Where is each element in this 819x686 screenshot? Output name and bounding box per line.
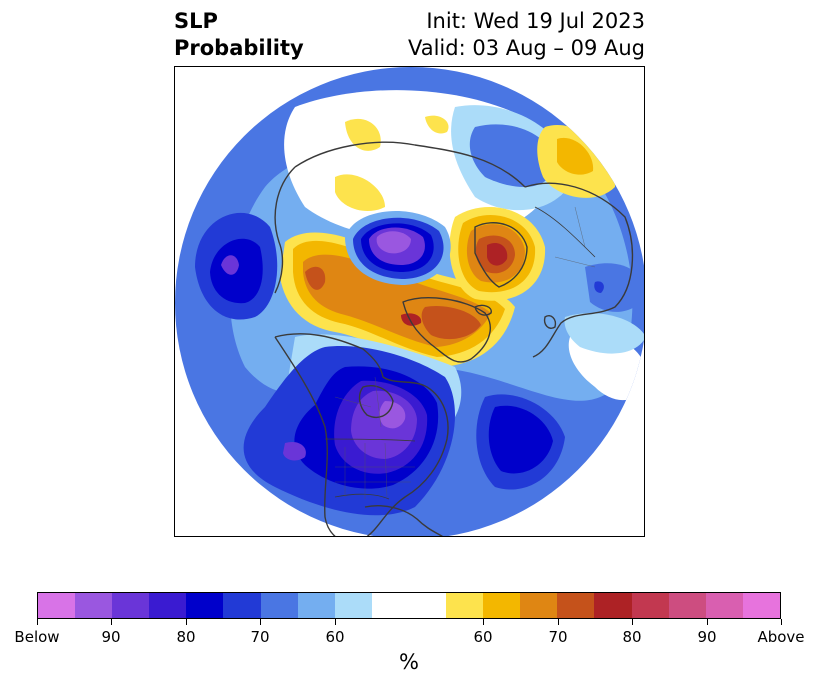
colorbar-segment — [557, 593, 595, 618]
colorbar-unit: % — [399, 650, 419, 674]
colorbar-segment — [186, 593, 224, 618]
colorbar-segment — [75, 593, 113, 618]
colorbar-segment — [742, 593, 780, 618]
admin-line — [374, 376, 382, 428]
admin-line — [574, 206, 586, 248]
coast-north-america-west — [274, 336, 336, 536]
colorbar-segment — [149, 593, 187, 618]
probability-field — [175, 67, 644, 536]
admin-line — [334, 396, 372, 408]
coast-greenland — [402, 297, 491, 363]
coast-eurasia — [524, 182, 634, 358]
coast-asia-east — [274, 166, 296, 294]
region-scandi-high-red — [487, 242, 508, 266]
map-title: SLP Probability — [174, 8, 304, 62]
coast-gulf — [364, 505, 444, 536]
colorbar-segment — [408, 593, 447, 618]
colorbar-segment — [371, 593, 409, 618]
admin-line — [554, 256, 596, 268]
colorbar-tick — [707, 619, 708, 625]
region-greenland-rust — [421, 305, 481, 340]
region-europe-lightblue — [564, 313, 644, 354]
admin-line — [384, 442, 388, 498]
colorbar-tick-label: 70 — [548, 628, 568, 646]
title-variable: SLP — [174, 9, 218, 33]
colorbar-segment — [223, 593, 261, 618]
admin-lines — [334, 206, 596, 499]
region-ural-orange — [557, 137, 594, 175]
colorbar-tick-label: 90 — [697, 628, 717, 646]
colorbar-tick-label: 60 — [325, 628, 345, 646]
colorbar-tick — [37, 619, 38, 625]
region-greenland-red — [401, 313, 422, 326]
colorbar-segment — [631, 593, 669, 618]
colorbar-tick — [186, 619, 187, 625]
colorbar-tick-label: 60 — [473, 628, 493, 646]
valid-range: Valid: 03 Aug – 09 Aug — [407, 36, 645, 60]
region-pacific-core — [221, 255, 239, 275]
coast-iceland — [474, 304, 492, 316]
coast-siberia — [294, 141, 526, 188]
colorbar-tick-label: Below — [14, 628, 60, 646]
colorbar-tick — [483, 619, 484, 625]
colorbar-tick — [781, 619, 782, 625]
colorbar-segment — [520, 593, 558, 618]
colorbar-segment — [260, 593, 298, 618]
colorbar-tick-label: 70 — [250, 628, 270, 646]
colorbar-segment — [297, 593, 335, 618]
colorbar — [37, 592, 781, 619]
colorbar-tick — [632, 619, 633, 625]
colorbar-tick — [260, 619, 261, 625]
border-us-mexico — [334, 493, 390, 500]
colorbar-segment — [705, 593, 743, 618]
colorbar-segment — [334, 593, 372, 618]
region-east-siberia-yellow — [425, 115, 449, 134]
map-dates: Init: Wed 19 Jul 2023 Valid: 03 Aug – 09… — [408, 8, 645, 62]
init-date: Init: Wed 19 Jul 2023 — [426, 9, 645, 33]
colorbar-segment — [446, 593, 484, 618]
polar-map — [175, 67, 644, 536]
region-eurasia-blue — [469, 124, 555, 187]
title-product: Probability — [174, 36, 304, 60]
colorbar-tick — [558, 619, 559, 625]
border-russia — [534, 206, 596, 258]
region-polar-low-core — [376, 231, 411, 254]
colorbar-tick-label: 90 — [101, 628, 121, 646]
coast-north-america — [274, 333, 449, 536]
colorbar-segment — [668, 593, 706, 618]
coast-scandinavia — [474, 222, 528, 288]
region-europe-core — [594, 281, 604, 293]
coast-hudson-bay — [358, 385, 394, 419]
colorbar-segment — [112, 593, 150, 618]
colorbar-tick-label: 80 — [622, 628, 642, 646]
map-panel — [174, 66, 645, 537]
colorbar-tick — [111, 619, 112, 625]
colorbar-tick-label: 80 — [176, 628, 196, 646]
coast-uk — [543, 315, 557, 329]
colorbar-segment — [38, 593, 76, 618]
colorbar-tick — [335, 619, 336, 625]
border-us-canada — [324, 438, 416, 442]
colorbar-segment — [594, 593, 632, 618]
colorbar-segment — [483, 593, 521, 618]
region-atlantic-deep — [488, 405, 553, 474]
region-pacific-coast-low — [283, 441, 306, 461]
region-siberia-yellow — [335, 174, 385, 212]
region-canada-high-rust — [305, 266, 326, 290]
colorbar-tick-label: Above — [757, 628, 805, 646]
region-na-low-core — [379, 401, 406, 429]
coastlines — [274, 141, 634, 536]
